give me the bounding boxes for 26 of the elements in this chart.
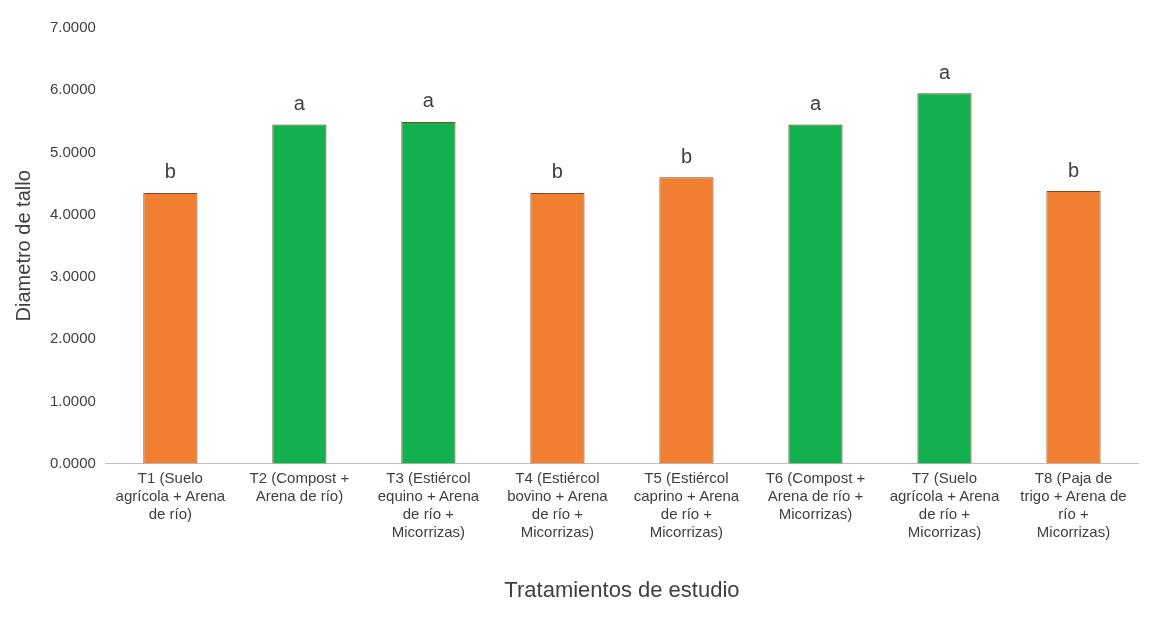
x-axis-title: Tratamientos de estudio — [504, 576, 740, 602]
x-tick-label: T6 (Compost + Arena de río + Micorrizas) — [765, 468, 866, 522]
annotation: b — [1067, 158, 1080, 181]
y-tick-label: 6.0000 — [49, 80, 96, 98]
annotation: b — [551, 160, 563, 183]
annotation: b — [680, 144, 693, 167]
annotation: a — [938, 60, 951, 83]
x-tick-label: T7 (Suelo agrícola + Arena de río + Micorrizas) — [889, 468, 1000, 540]
annotation: a — [809, 91, 822, 114]
x-tick-label: T5 (Estiércol caprino + Arena de río + Micorrizas) — [633, 468, 740, 540]
annotation: a — [293, 91, 306, 114]
x-tick-label: T4 (Estiércol bovino + Arena de río + Micorrizas) — [507, 468, 609, 540]
y-tick-label: 4.0000 — [49, 204, 96, 222]
y-tick-label: 1.0000 — [49, 391, 96, 409]
annotation: b — [164, 160, 176, 183]
y-tick-label: 0.0000 — [49, 453, 96, 471]
x-tick-label: T1 (Suelo agrícola + Arena de río) — [115, 468, 226, 522]
x-tick-label: T2 (Compost + Arena de río) — [249, 468, 350, 504]
y-tick-label: 3.0000 — [49, 267, 96, 285]
y-tick-label: 7.0000 — [49, 18, 96, 36]
y-tick-label: 5.0000 — [49, 142, 96, 160]
y-tick-label: 2.0000 — [49, 329, 96, 347]
y-axis-title: Diametro de tallo — [11, 170, 34, 322]
x-tick-label: T3 (Estiércol equino + Arena de río + Micorrizas) — [377, 468, 480, 540]
annotation: a — [422, 89, 435, 112]
x-tick-label: T8 (Paja de trigo + Arena de río + Micorrizas) — [1020, 468, 1127, 540]
